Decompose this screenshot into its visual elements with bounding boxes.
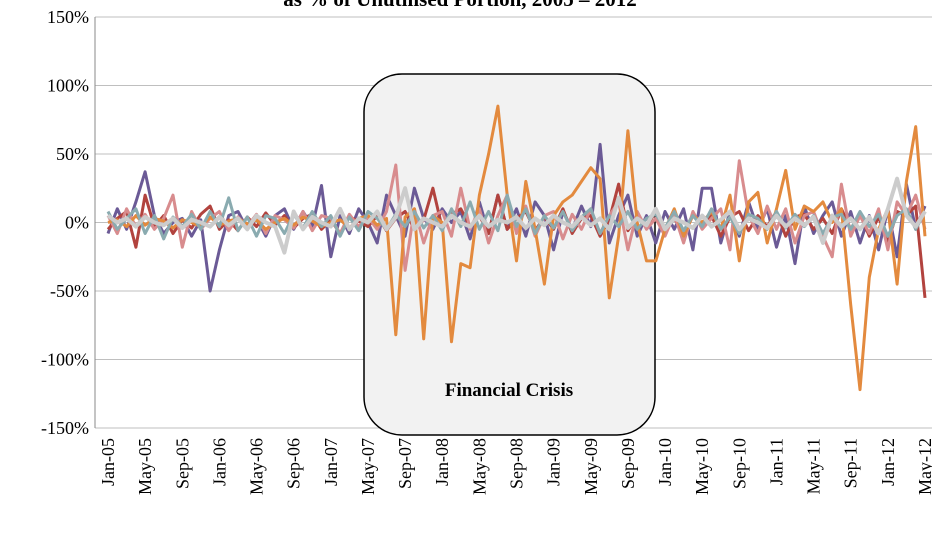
chart-title: as % of Unutilised Portion, 2005 – 2012 (283, 0, 637, 11)
x-tick-label: May-08 (469, 438, 489, 495)
x-tick-label: Jan-09 (544, 438, 564, 486)
annotation-box (363, 73, 656, 436)
x-tick-label: May-12 (915, 438, 932, 495)
x-tick-label: May-05 (135, 438, 155, 495)
x-tick-label: Jan-10 (655, 438, 675, 486)
x-tick-label: Jan-07 (321, 438, 341, 486)
x-tick-label: May-07 (358, 438, 378, 495)
x-tick-label: Sep-06 (284, 438, 304, 489)
series-line (106, 176, 927, 255)
x-tick-label: Jan-12 (878, 438, 898, 486)
annotation: Financial Crisis (445, 380, 573, 401)
x-tick-label: May-10 (692, 438, 712, 495)
x-tick-label: May-09 (581, 438, 601, 495)
x-tick-label: May-06 (247, 438, 267, 495)
y-tick-label: 50% (56, 144, 89, 164)
y-tick-label: -150% (41, 418, 89, 438)
y-tick-label: 100% (47, 76, 89, 96)
x-tick-label: Sep-09 (618, 438, 638, 489)
x-tick-label: Jan-08 (432, 438, 452, 486)
x-tick-label: Sep-10 (729, 438, 749, 489)
x-tick-label: Jan-05 (98, 438, 118, 486)
x-tick-label: Sep-07 (395, 438, 415, 489)
x-tick-label: Sep-08 (507, 438, 527, 489)
x-tick-label: Jan-11 (766, 438, 786, 485)
y-tick-label: -100% (41, 350, 89, 370)
y-tick-label: 150% (47, 7, 89, 27)
x-tick-label: Sep-05 (172, 438, 192, 489)
x-tick-label: May-11 (804, 438, 824, 494)
x-tick-label: Jan-06 (209, 438, 229, 486)
y-tick-label: -50% (50, 281, 89, 301)
x-tick-label: Sep-11 (841, 438, 861, 488)
y-tick-label: 0% (65, 213, 89, 233)
